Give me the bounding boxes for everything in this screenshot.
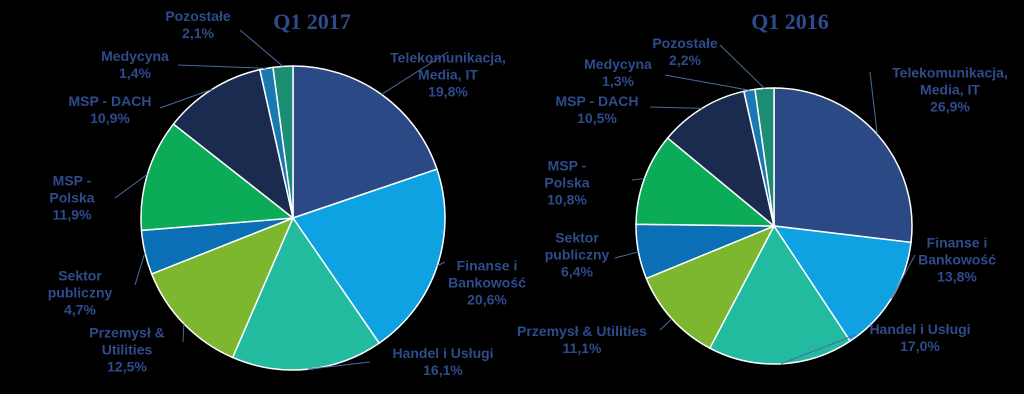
value-label: 10,5% — [577, 110, 617, 126]
leader-line — [869, 71, 878, 135]
category-name: Pozostałe — [165, 8, 231, 24]
category-name: Finanse i Bankowość — [448, 257, 526, 291]
value-label: 11,9% — [52, 206, 92, 223]
value-label: 1,4% — [119, 65, 151, 81]
chart-title: Q1 2017 — [273, 9, 351, 34]
category-name: MSP - DACH — [555, 93, 639, 109]
leader-line — [780, 334, 856, 365]
leader-line — [614, 251, 639, 259]
value-label: 10,9% — [90, 110, 130, 126]
slice-label: Przemysł & Utilities 11,1% — [482, 323, 682, 357]
leader-line — [239, 29, 284, 67]
leader-line — [719, 44, 765, 89]
value-label: 11,1% — [562, 340, 602, 356]
category-name: Sektor publiczny — [47, 267, 113, 301]
value-label: 4,7% — [64, 301, 96, 318]
category-name: MSP - Polska — [49, 172, 95, 206]
value-label: 2,1% — [182, 25, 214, 41]
slice-label: MSP - Polska 11,9% — [42, 173, 102, 224]
slice-label: Sektor publiczny 6,4% — [537, 230, 617, 281]
value-label: 17,0% — [900, 338, 940, 354]
category-name: Medycyna — [584, 56, 652, 72]
slice-label: Sektor publiczny 4,7% — [40, 268, 120, 319]
pie-slice — [292, 65, 438, 220]
leader-line — [177, 64, 267, 69]
category-name: Handel i Usługi — [869, 321, 971, 337]
slice-label: Przemysł & Utilities 12,5% — [72, 325, 182, 376]
category-name: MSP - DACH — [68, 93, 152, 109]
slice-label: MSP - DACH 10,5% — [537, 93, 657, 127]
pie-slice — [172, 68, 295, 220]
category-name: Telekomunikacja, Media, IT — [892, 64, 1008, 98]
category-name: Finanse i Bankowość — [918, 234, 996, 268]
value-label: 19,8% — [428, 83, 468, 100]
pie-slice — [708, 224, 852, 365]
slice-label: Medycyna 1,3% — [568, 56, 668, 90]
slice-label: Pozostałe 2,2% — [635, 35, 735, 69]
slice-label: Handel i Usługi 16,1% — [363, 345, 523, 379]
slice-label: Handel i Usługi 17,0% — [840, 321, 1000, 355]
leader-line — [182, 323, 185, 343]
category-name: Przemysł & Utilities — [89, 324, 165, 358]
category-name: Pozostałe — [652, 35, 718, 51]
slice-label: Finanse i Bankowość 20,6% — [442, 258, 532, 309]
value-label: 6,4% — [561, 263, 593, 280]
leader-line — [890, 254, 916, 299]
value-label: 10,8% — [547, 191, 587, 208]
leader-line — [649, 106, 702, 109]
chart-title: Q1 2016 — [751, 9, 829, 34]
leader-line — [437, 261, 446, 267]
category-name: Medycyna — [101, 48, 169, 64]
category-name: Przemysł & Utilities — [517, 323, 647, 339]
slice-label: MSP - DACH 10,9% — [50, 93, 170, 127]
slice-label: Telekomunikacja, Media, IT 19,8% — [368, 50, 528, 101]
value-label: 20,6% — [467, 291, 507, 308]
category-name: Sektor publiczny — [544, 229, 610, 263]
leader-line — [307, 361, 371, 370]
slice-label: Finanse i Bankowość 13,8% — [912, 235, 1002, 286]
category-name: Telekomunikacja, Media, IT — [390, 49, 506, 83]
category-name: MSP - Polska — [544, 157, 590, 191]
value-label: 13,8% — [937, 268, 977, 285]
slice-label: Telekomunikacja, Media, IT 26,9% — [870, 65, 1024, 116]
value-label: 26,9% — [930, 98, 970, 115]
slice-label: Medycyna 1,4% — [85, 48, 185, 82]
value-label: 12,5% — [107, 358, 147, 375]
value-label: 16,1% — [423, 362, 463, 378]
value-label: 1,3% — [602, 73, 634, 89]
slice-label: MSP - Polska 10,8% — [537, 158, 597, 209]
leader-line — [659, 318, 673, 331]
leader-line — [381, 51, 449, 95]
leader-line — [664, 74, 750, 91]
pie-slice — [291, 168, 446, 345]
leader-line — [114, 173, 148, 199]
slice-label: Pozostałe 2,1% — [148, 8, 248, 42]
leader-line — [631, 177, 645, 181]
leader-line — [159, 88, 213, 109]
value-label: 2,2% — [669, 52, 701, 68]
leader-line — [134, 252, 146, 286]
category-name: Handel i Usługi — [392, 345, 494, 361]
